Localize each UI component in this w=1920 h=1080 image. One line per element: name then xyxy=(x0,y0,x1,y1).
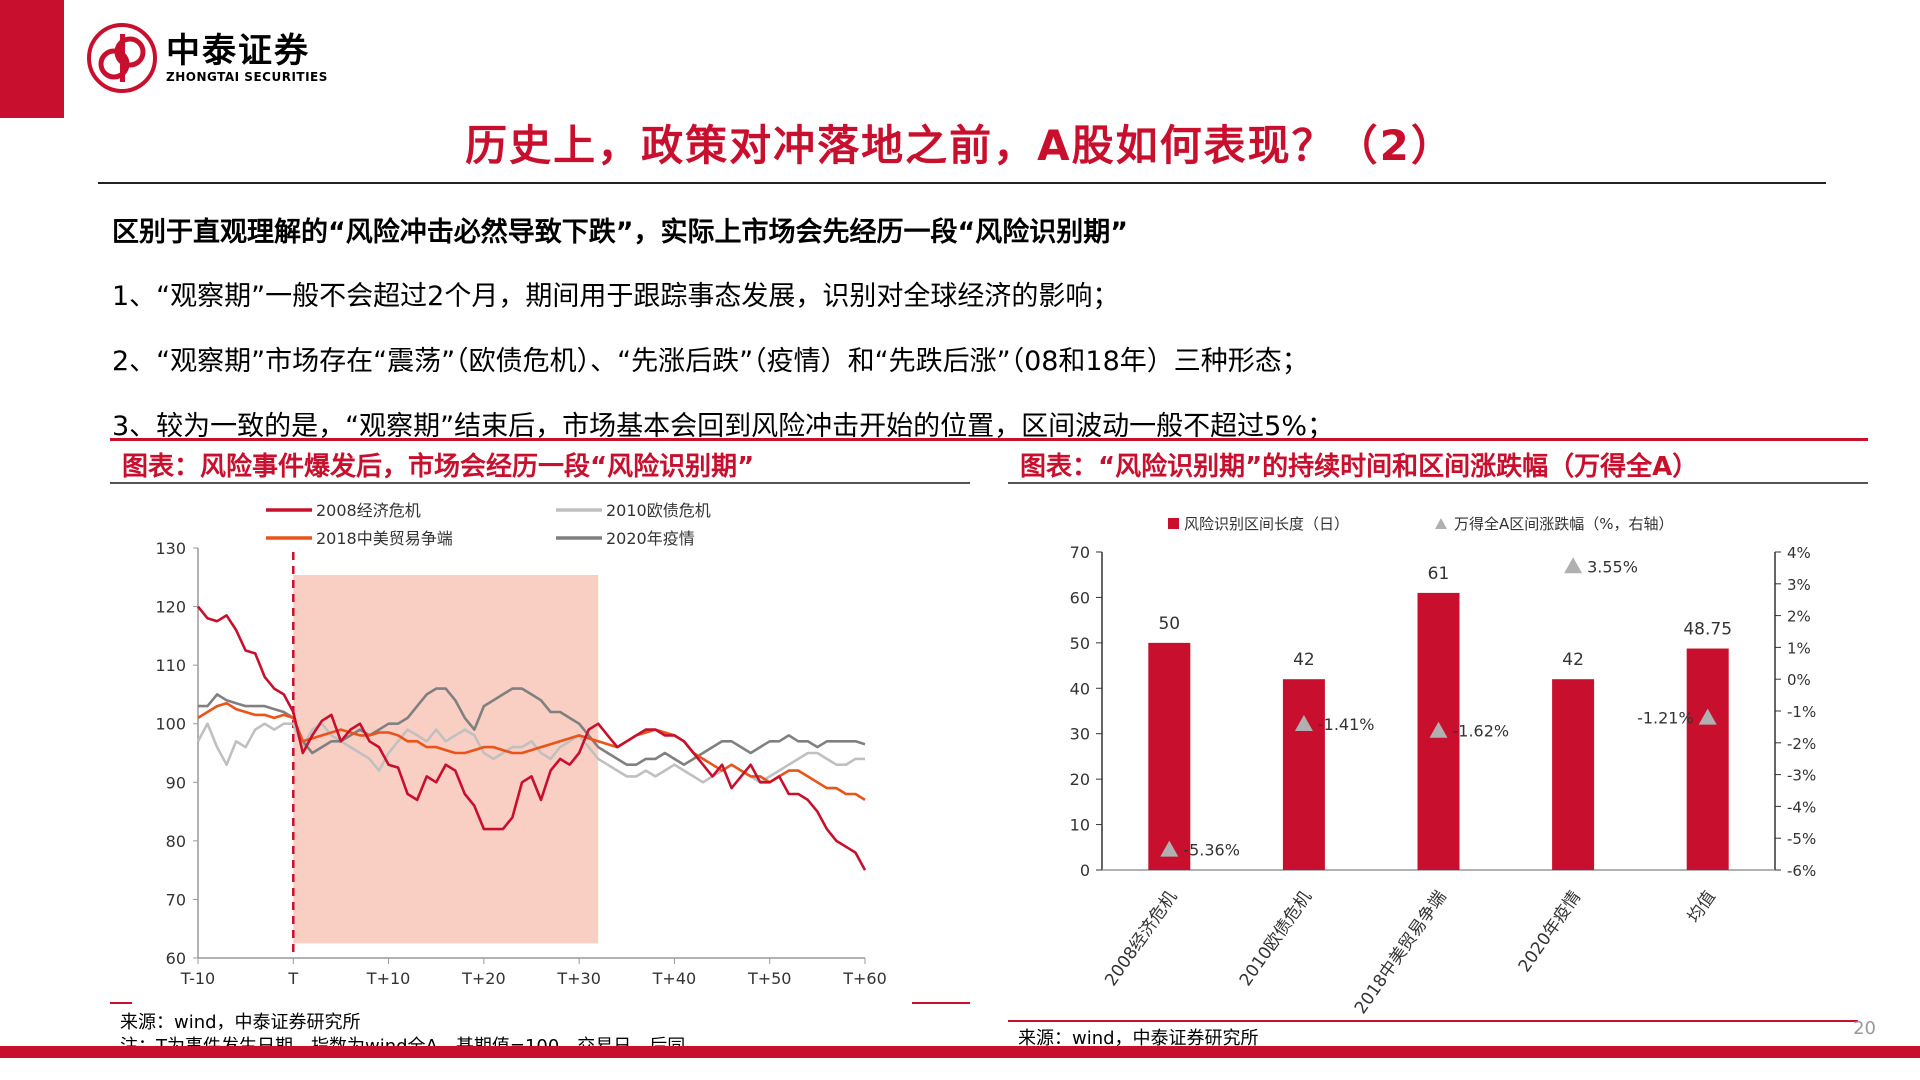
category-label: 2018中美贸易争端 xyxy=(1351,887,1451,1017)
bar-value-label: 50 xyxy=(1158,614,1180,634)
series-line-1 xyxy=(196,722,865,784)
title-divider xyxy=(98,182,1826,184)
right-tick-label: -5% xyxy=(1787,830,1816,848)
left-chart-caption: 图表：风险事件爆发后，市场会经历一段“风险识别期” xyxy=(122,452,755,482)
bullet-1: 1、“观察期”一般不会超过2个月，期间用于跟踪事态发展，识别对全球经济的影响； xyxy=(112,281,1120,312)
x-tick-label: T+20 xyxy=(461,969,506,988)
bar-chart: 0 10 20 30 40 50 60 70 -6% -5% -4% -3% -2% -1% 0% 1% 2% 3… xyxy=(1070,515,1817,1018)
change-value-label: -1.41% xyxy=(1318,715,1375,734)
legend-label: 2020年疫情 xyxy=(606,529,695,548)
observation-window-shade xyxy=(293,575,599,944)
change-marker xyxy=(1698,708,1717,725)
brand-logo: 中泰证券 ZHONGTAI SECURITIES xyxy=(86,22,328,94)
right-tick-label: 0% xyxy=(1787,671,1811,689)
legend-swatch-bar xyxy=(1168,518,1179,529)
right-tick-label: -1% xyxy=(1787,703,1816,721)
bar-value-label: 48.75 xyxy=(1683,620,1732,640)
left-source-mark xyxy=(110,1002,132,1004)
lead-paragraph: 区别于直观理解的“风险冲击必然导致下跌”，实际上市场会先经历一段“风险识别期” xyxy=(112,217,1128,248)
y-tick-label: 80 xyxy=(166,832,186,851)
change-value-label: -5.36% xyxy=(1183,841,1240,860)
x-tick-label: T+30 xyxy=(556,969,601,988)
left-tick-label: 40 xyxy=(1070,679,1090,698)
change-value-label: 3.55% xyxy=(1587,557,1638,576)
left-tick-label: 30 xyxy=(1070,725,1090,744)
right-tick-label: -4% xyxy=(1787,798,1816,816)
legend-label-bar: 风险识别区间长度（日） xyxy=(1184,515,1349,533)
right-tick-label: 4% xyxy=(1787,544,1811,562)
left-caption-rule xyxy=(110,482,970,484)
section-divider xyxy=(110,438,1868,441)
change-marker xyxy=(1564,557,1583,574)
bottom-bar xyxy=(0,1046,1920,1058)
change-value-label: -1.62% xyxy=(1453,722,1510,741)
legend-label: 2010欧债危机 xyxy=(606,501,711,520)
change-marker xyxy=(1160,840,1179,857)
legend-label: 2008经济危机 xyxy=(316,501,421,520)
x-tick-label: T+50 xyxy=(747,969,792,988)
left-tick-label: 60 xyxy=(1070,588,1090,607)
right-tick-label: 3% xyxy=(1787,576,1811,594)
y-tick-label: 130 xyxy=(155,539,186,558)
brand-name-cn: 中泰证券 xyxy=(166,31,310,71)
right-tick-label: 2% xyxy=(1787,608,1811,626)
left-tick-label: 50 xyxy=(1070,634,1090,653)
category-label: 2020年疫情 xyxy=(1515,887,1585,976)
bar xyxy=(1686,648,1729,870)
left-tick-label: 0 xyxy=(1080,861,1090,880)
right-source-rule xyxy=(1008,1020,1858,1022)
category-label: 2010欧债危机 xyxy=(1236,887,1316,990)
right-tick-label: -2% xyxy=(1787,735,1816,753)
right-chart-caption: 图表：“风险识别期”的持续时间和区间涨跌幅（万得全A） xyxy=(1020,452,1699,482)
brand-emblem-icon xyxy=(87,23,157,93)
left-source: 来源：wind，中泰证券研究所 xyxy=(120,1012,361,1033)
y-tick-label: 90 xyxy=(166,773,186,792)
page-title: 历史上，政策对冲落地之前，A股如何表现？（2） xyxy=(465,121,1455,170)
line-chart: 60 70 80 90 100 110 120 130 T-10 T T+10 T+20 T+30 T+4… xyxy=(155,501,887,988)
category-label: 均值 xyxy=(1684,887,1720,926)
left-source-mark-right xyxy=(912,1002,970,1004)
series-line-3 xyxy=(198,687,866,767)
left-tick-label: 10 xyxy=(1070,816,1090,835)
x-tick-label: T+10 xyxy=(366,969,411,988)
legend-label-marker: 万得全A区间涨跌幅（%，右轴） xyxy=(1454,515,1674,533)
y-tick-label: 60 xyxy=(166,949,186,968)
x-tick-label: T+40 xyxy=(652,969,697,988)
x-tick-label: T+60 xyxy=(842,969,887,988)
right-tick-label: 1% xyxy=(1787,639,1811,657)
legend-label: 2018中美贸易争端 xyxy=(316,529,453,548)
bullet-2: 2、“观察期”市场存在“震荡”（欧债危机）、“先涨后跌”（疫情）和“先跌后涨”（… xyxy=(112,346,1309,377)
corner-accent xyxy=(0,0,64,118)
bar-value-label: 61 xyxy=(1428,564,1450,584)
change-marker xyxy=(1294,715,1313,732)
right-tick-label: -3% xyxy=(1787,767,1816,785)
page-number: 20 xyxy=(1853,1018,1876,1039)
y-tick-label: 100 xyxy=(155,715,186,734)
right-source: 来源：wind，中泰证券研究所 xyxy=(1018,1028,1259,1049)
left-tick-label: 70 xyxy=(1070,543,1090,562)
y-tick-label: 120 xyxy=(155,598,186,617)
x-tick-label: T xyxy=(287,969,298,988)
bullet-3: 3、较为一致的是，“观察期”结束后，市场基本会回到风险冲击开始的位置，区间波动一… xyxy=(112,411,1334,442)
change-marker xyxy=(1429,721,1448,738)
bar xyxy=(1282,679,1325,870)
y-tick-label: 110 xyxy=(155,656,186,675)
change-value-label: -1.21% xyxy=(1637,709,1694,728)
bar-value-label: 42 xyxy=(1293,650,1315,670)
category-label: 2008经济危机 xyxy=(1101,887,1181,990)
bar-value-label: 42 xyxy=(1562,650,1584,670)
x-tick-label: T-10 xyxy=(180,969,215,988)
bar xyxy=(1552,679,1595,870)
right-tick-label: -6% xyxy=(1787,862,1816,880)
brand-name-en: ZHONGTAI SECURITIES xyxy=(166,70,328,84)
left-tick-label: 20 xyxy=(1070,770,1090,789)
y-tick-label: 70 xyxy=(166,890,186,909)
series-line-0 xyxy=(196,605,867,871)
legend-swatch-marker xyxy=(1435,518,1447,529)
bar xyxy=(1148,642,1191,870)
right-caption-rule xyxy=(1008,482,1868,484)
